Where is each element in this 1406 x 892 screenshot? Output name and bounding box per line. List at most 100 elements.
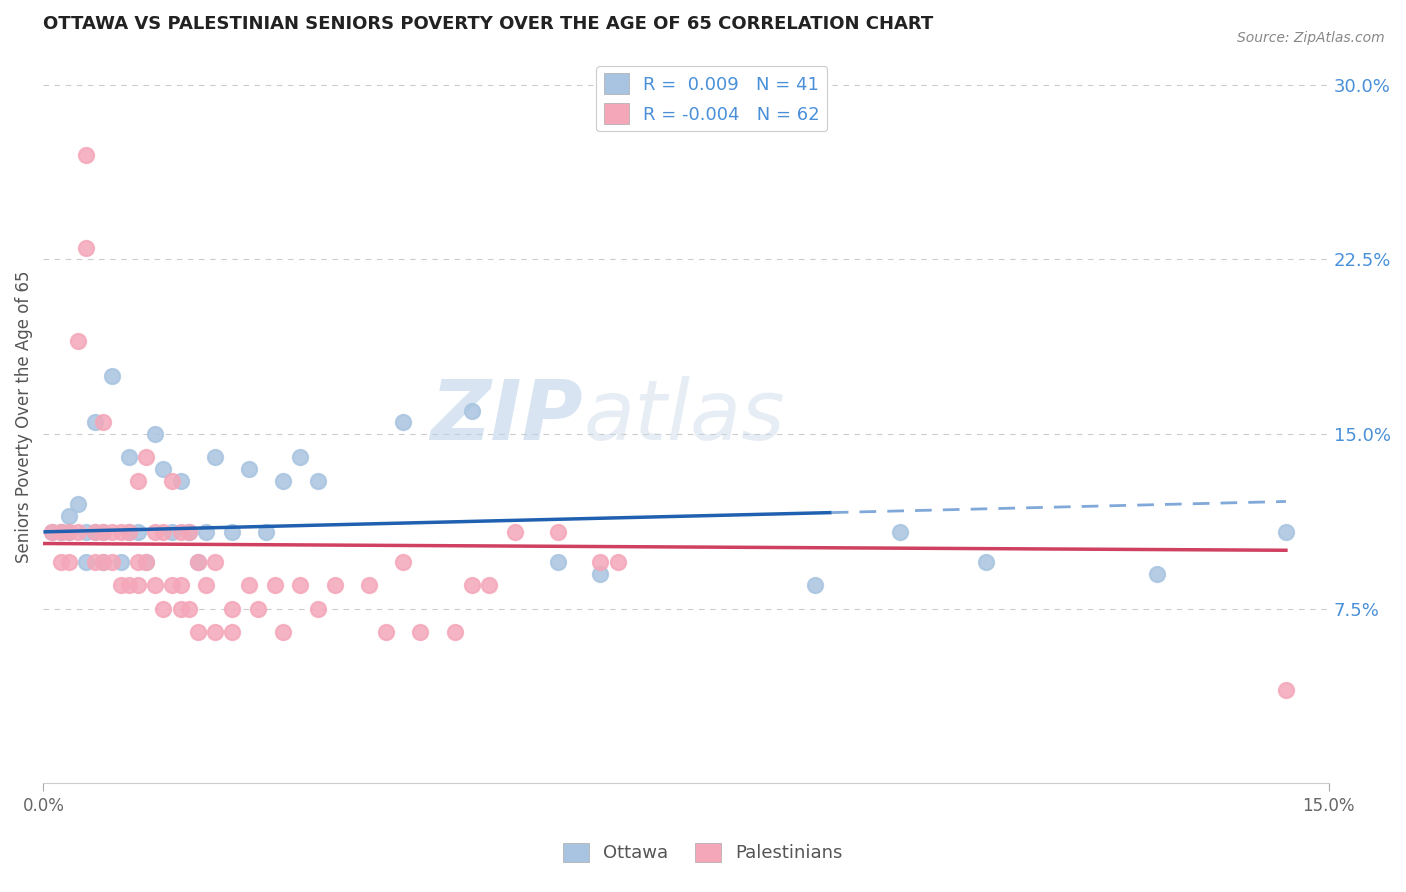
Point [204,625,226,640]
Point [135,555,157,569]
Point [143,524,166,539]
Point [307,474,329,488]
Point [58,524,80,539]
Point [127,524,149,539]
Point [1146,566,1168,581]
Point [547,555,569,569]
Point [83,524,105,539]
Point [195,578,218,592]
Point [221,601,243,615]
Point [409,625,432,640]
Point [93,416,115,430]
Point [177,524,200,539]
Point [118,524,141,539]
Point [290,450,312,465]
Point [152,601,174,615]
Text: ZIP: ZIP [430,376,583,457]
Point [93,524,115,539]
Point [307,601,329,615]
Point [177,524,200,539]
Point [66,497,89,511]
Point [503,524,526,539]
Text: Source: ZipAtlas.com: Source: ZipAtlas.com [1237,31,1385,45]
Point [1275,524,1298,539]
Point [273,474,295,488]
Point [41,524,63,539]
Point [204,450,226,465]
Text: atlas: atlas [583,376,785,457]
Point [169,578,191,592]
Point [58,524,80,539]
Point [66,524,89,539]
Point [135,450,157,465]
Point [606,555,628,569]
Point [143,427,166,442]
Point [127,578,149,592]
Point [41,524,63,539]
Point [589,555,612,569]
Point [110,555,132,569]
Point [547,524,569,539]
Point [127,555,149,569]
Point [110,524,132,539]
Point [290,578,312,592]
Point [392,416,415,430]
Point [169,524,191,539]
Y-axis label: Seniors Poverty Over the Age of 65: Seniors Poverty Over the Age of 65 [15,270,32,563]
Point [221,625,243,640]
Point [375,625,398,640]
Point [83,416,105,430]
Point [246,601,269,615]
Point [66,334,89,348]
Point [204,555,226,569]
Legend: R =  0.009   N = 41, R = -0.004   N = 62: R = 0.009 N = 41, R = -0.004 N = 62 [596,66,827,131]
Point [49,555,72,569]
Legend: Ottawa, Palestinians: Ottawa, Palestinians [557,836,849,870]
Point [803,578,825,592]
Point [93,524,115,539]
Point [93,555,115,569]
Point [169,601,191,615]
Point [160,524,183,539]
Point [118,450,141,465]
Point [974,555,997,569]
Point [75,147,97,161]
Point [75,555,97,569]
Point [323,578,346,592]
Point [461,404,484,418]
Point [273,625,295,640]
Point [187,555,209,569]
Point [238,462,260,476]
Point [83,555,105,569]
Point [160,474,183,488]
Point [221,524,243,539]
Point [1275,683,1298,698]
Text: OTTAWA VS PALESTINIAN SENIORS POVERTY OVER THE AGE OF 65 CORRELATION CHART: OTTAWA VS PALESTINIAN SENIORS POVERTY OV… [44,15,934,33]
Point [392,555,415,569]
Point [187,555,209,569]
Point [49,524,72,539]
Point [110,578,132,592]
Point [127,474,149,488]
Point [195,524,218,539]
Point [75,524,97,539]
Point [75,241,97,255]
Point [135,555,157,569]
Point [254,524,277,539]
Point [101,555,124,569]
Point [443,625,465,640]
Point [58,555,80,569]
Point [461,578,484,592]
Point [169,474,191,488]
Point [49,524,72,539]
Point [58,508,80,523]
Point [238,578,260,592]
Point [187,625,209,640]
Point [478,578,501,592]
Point [589,566,612,581]
Point [263,578,285,592]
Point [49,524,72,539]
Point [152,524,174,539]
Point [160,578,183,592]
Point [889,524,911,539]
